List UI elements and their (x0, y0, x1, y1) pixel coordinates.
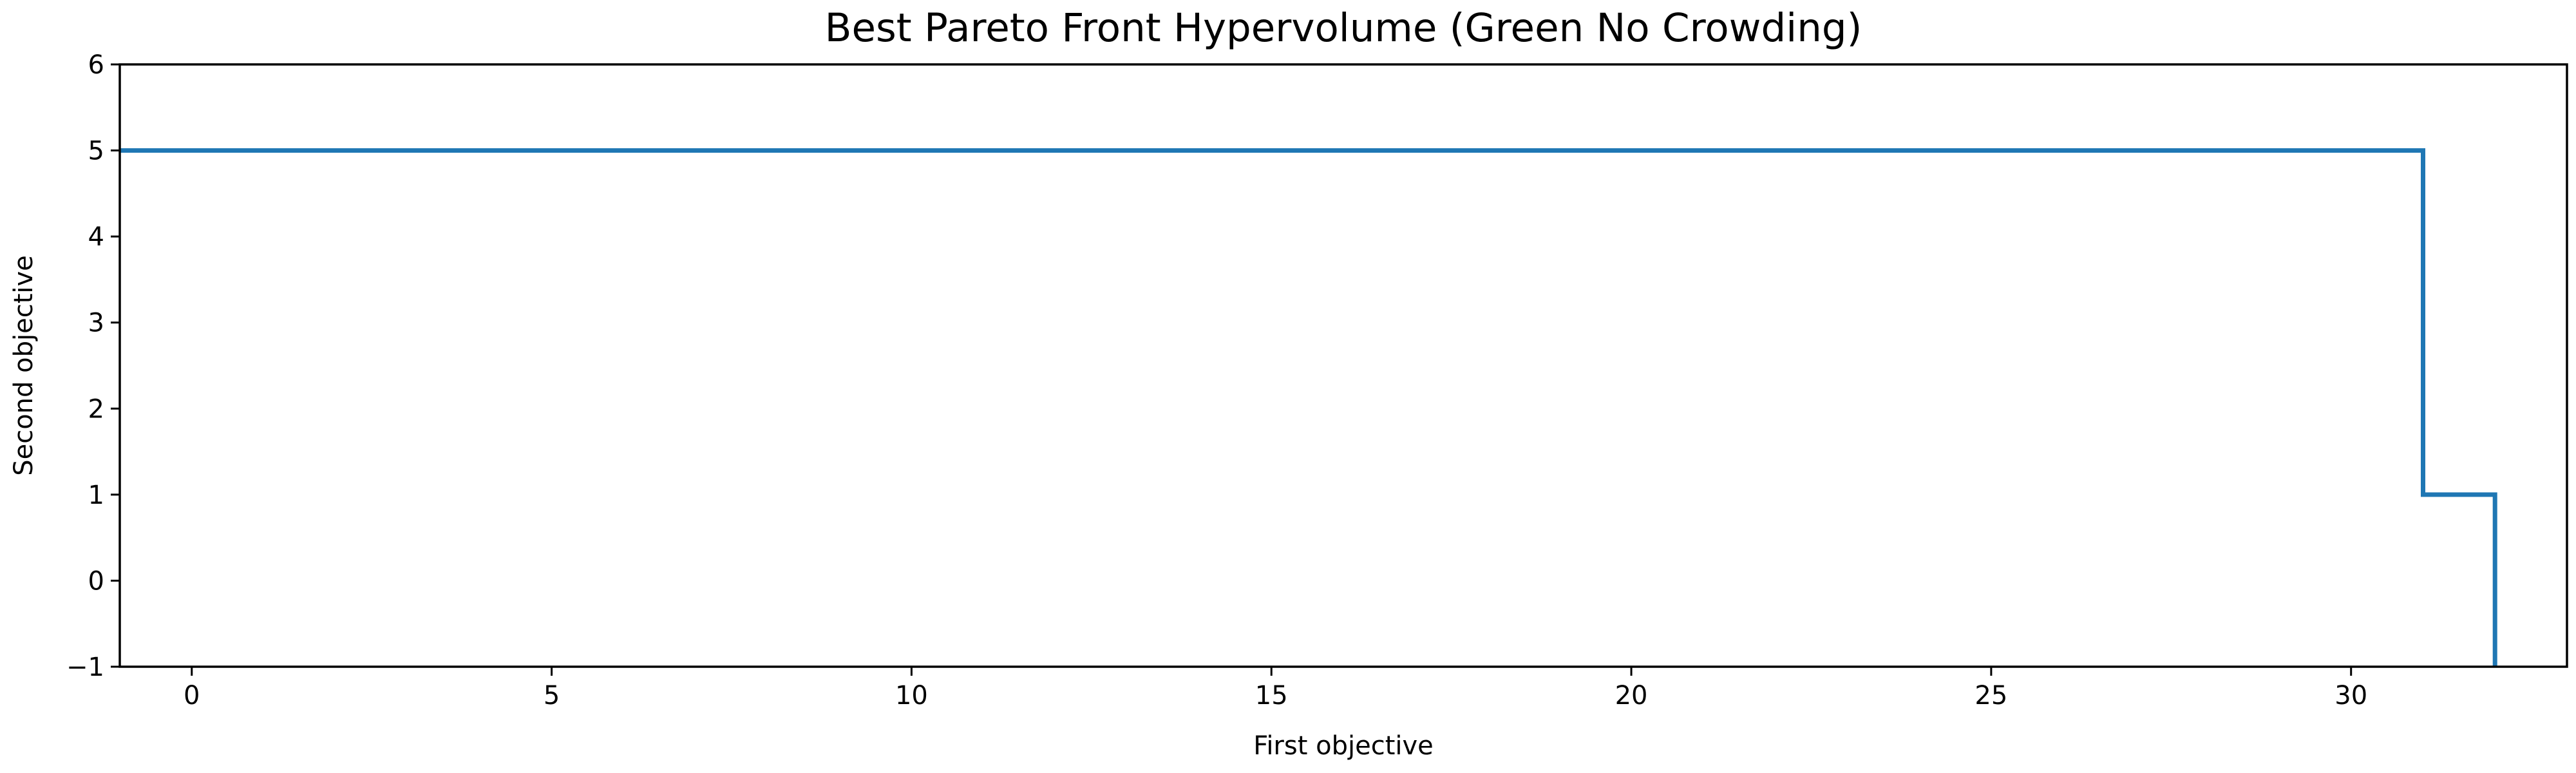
y-tick-label: 3 (88, 309, 104, 338)
x-tick-label: 10 (895, 681, 928, 711)
y-tick-label: 5 (88, 137, 104, 166)
chart-title: Best Pareto Front Hypervolume (Green No … (825, 5, 1862, 51)
y-axis-ticks: −1 0 1 2 3 4 5 6 (66, 50, 120, 682)
y-tick-label: 6 (88, 50, 104, 80)
x-tick-label: 30 (2334, 681, 2367, 711)
y-axis-label: Second objective (9, 255, 39, 476)
plot-area (120, 148, 2497, 667)
y-tick-label: 0 (88, 566, 104, 596)
x-tick-label: 25 (1975, 681, 2007, 711)
x-tick-label: 15 (1255, 681, 1288, 711)
x-tick-label: 5 (544, 681, 560, 711)
x-axis-ticks: 0 5 10 15 20 25 30 (184, 667, 2367, 711)
pareto-front-series-line (120, 148, 2497, 667)
y-tick-label: 1 (88, 481, 104, 510)
plot-frame (118, 63, 2568, 668)
y-tick-label: 2 (88, 394, 104, 424)
x-tick-label: 20 (1615, 681, 1648, 711)
y-tick-label: −1 (66, 653, 104, 682)
x-tick-label: 0 (184, 681, 200, 711)
y-tick-label: 4 (88, 222, 104, 252)
x-axis-label: First objective (1253, 731, 1434, 761)
